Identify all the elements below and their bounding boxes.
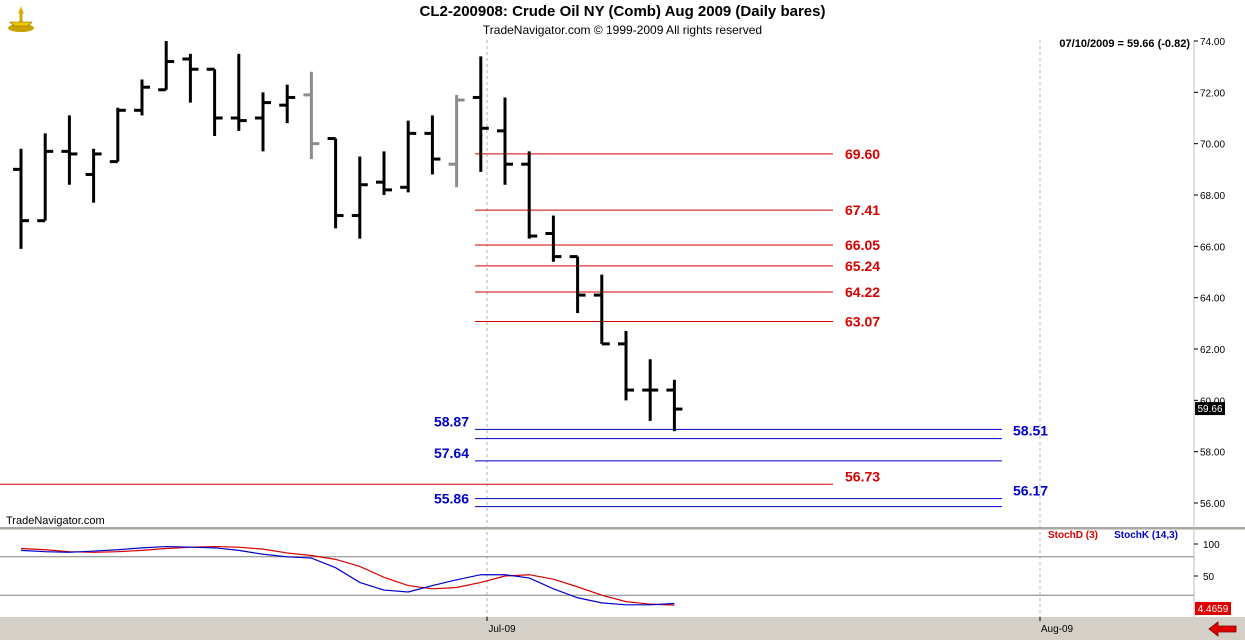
level-label: 56.73 xyxy=(845,468,880,484)
stochastic-plot-area[interactable] xyxy=(0,530,1194,617)
ohlc-bar xyxy=(472,56,489,172)
price-tick-label: 74.00 xyxy=(1200,37,1225,48)
ohlc-bar xyxy=(327,137,344,229)
ohlc-bar xyxy=(545,215,562,262)
level-label: 58.87 xyxy=(434,413,469,429)
ohlc-bar xyxy=(569,255,586,314)
scroll-left-arrow-icon[interactable] xyxy=(1208,621,1237,637)
price-tick-label: 58.00 xyxy=(1200,448,1225,459)
ohlc-bar xyxy=(351,156,368,239)
price-levels: 69.60 67.41 66.05 65.24 64.22 63.07 58.87 58.51… xyxy=(0,146,1048,508)
price-tick-labels: 74.00 72.00 70.00 68.00 66.00 64.00 62.00 60.00… xyxy=(1194,37,1225,510)
ohlc-bar xyxy=(400,120,417,193)
level-label: 58.51 xyxy=(1013,423,1048,439)
ohlc-bar xyxy=(230,53,247,131)
ohlc-bar xyxy=(376,151,392,195)
ohlc-bar xyxy=(497,97,513,185)
level-label: 65.24 xyxy=(845,258,880,274)
ohlc-bar xyxy=(37,133,54,223)
stochastic-last-marker xyxy=(1195,602,1231,615)
trade-navigator-logo-icon xyxy=(8,6,34,32)
price-tick-label: 70.00 xyxy=(1200,140,1225,151)
ohlc-bar xyxy=(424,115,441,175)
ohlc-bar xyxy=(303,71,320,160)
price-tick-label: 66.00 xyxy=(1200,242,1225,253)
ohlc-bar xyxy=(255,92,271,152)
stochastic-last-label: 4.4659 xyxy=(1198,604,1229,615)
price-tick-label: 72.00 xyxy=(1200,88,1225,99)
ohlc-bar xyxy=(85,148,102,203)
x-label-aug: Aug-09 xyxy=(1041,624,1074,635)
level-label: 64.22 xyxy=(845,284,880,300)
stochastic-tick-label: 100 xyxy=(1203,540,1220,551)
stochastic-reference-lines xyxy=(0,556,1194,596)
stochastic-series xyxy=(20,545,675,606)
level-label: 57.64 xyxy=(434,445,469,461)
price-readout: 07/10/2009 = 59.66 (-0.82) xyxy=(1059,38,1190,50)
level-label: 55.86 xyxy=(434,491,469,507)
legend-stochk: StochK (14,3) xyxy=(1114,530,1178,541)
ohlc-bar xyxy=(158,41,175,92)
ohlc-bar xyxy=(593,274,610,346)
ohlc-bar xyxy=(448,94,465,188)
ohlc-bar xyxy=(642,359,659,421)
legend-stochd: StochD (3) xyxy=(1048,530,1098,541)
ohlc-bar xyxy=(521,151,538,239)
chart-header: CL2-200908: Crude Oil NY (Comb) Aug 2009… xyxy=(0,0,1245,40)
last-price-label: 59.66 xyxy=(1197,404,1222,415)
chart-title: CL2-200908: Crude Oil NY (Comb) Aug 2009… xyxy=(419,3,826,20)
stochd-line xyxy=(20,545,675,606)
stochastic-tick-labels: 100 50 xyxy=(1194,540,1220,583)
time-axis xyxy=(0,617,1245,640)
price-tick-label: 64.00 xyxy=(1200,294,1225,305)
ohlc-bar xyxy=(182,53,199,103)
stochastic-tick-label: 50 xyxy=(1203,572,1215,583)
ohlc-bar xyxy=(206,67,223,136)
ohlc-bar xyxy=(109,107,126,164)
ohlc-bar xyxy=(61,115,78,185)
level-label: 67.41 xyxy=(845,202,880,218)
price-tick-label: 60.00 xyxy=(1200,396,1225,407)
watermark: TradeNavigator.com xyxy=(6,515,105,527)
level-label: 69.60 xyxy=(845,146,880,162)
price-axis xyxy=(1194,40,1245,527)
stochk-line xyxy=(20,545,675,606)
ohlc-bars xyxy=(13,41,683,432)
ohlc-bar xyxy=(618,331,634,401)
ohlc-bar xyxy=(279,84,296,124)
price-tick-label: 56.00 xyxy=(1200,499,1225,510)
level-label: 63.07 xyxy=(845,314,880,330)
level-label: 66.05 xyxy=(845,237,880,253)
copyright-text: TradeNavigator.com © 1999-2009 All right… xyxy=(482,23,763,37)
price-tick-label: 68.00 xyxy=(1200,191,1225,202)
ohlc-bar xyxy=(13,148,29,249)
last-price-marker xyxy=(1195,402,1225,416)
level-label: 56.17 xyxy=(1013,483,1048,499)
ohlc-bar xyxy=(134,79,150,116)
ohlc-bar xyxy=(666,379,683,432)
price-tick-label: 62.00 xyxy=(1200,345,1225,356)
x-label-jul: Jul-09 xyxy=(488,624,516,635)
main-plot-area[interactable] xyxy=(0,40,1194,527)
